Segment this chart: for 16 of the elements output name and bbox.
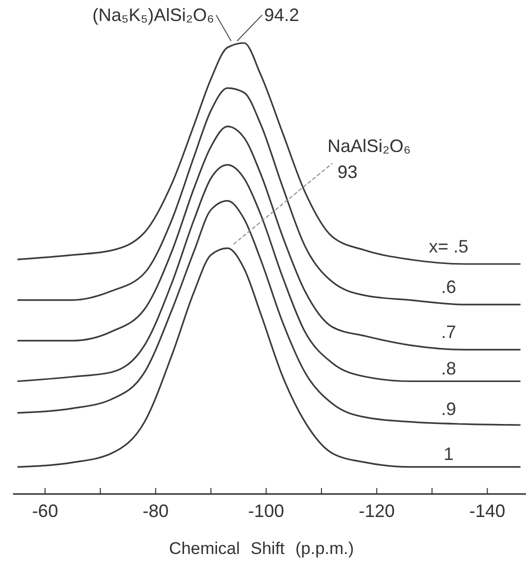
x-tick-label: -60	[32, 500, 58, 521]
series-label: 1	[444, 444, 454, 464]
x-tick-label: -100	[248, 500, 284, 521]
annotation: 94.2	[264, 5, 300, 25]
series-label: x= .5	[428, 236, 468, 256]
x-tick-label: -120	[358, 500, 395, 521]
x-tick-label: -140	[469, 500, 506, 521]
series-label: .8	[441, 358, 456, 378]
annotation: 93	[337, 162, 358, 182]
series-label: .6	[441, 277, 456, 298]
text: (Na₅K₅)AlSi₂O₆	[92, 5, 214, 25]
x-tick-label: -80	[142, 500, 169, 521]
annotation: NaAlSi₂O₆	[327, 136, 411, 156]
series-label: .9	[441, 398, 456, 419]
x-axis-title: Chemical Shift (p.p.m.)	[169, 539, 354, 558]
series-label: .7	[441, 322, 456, 342]
